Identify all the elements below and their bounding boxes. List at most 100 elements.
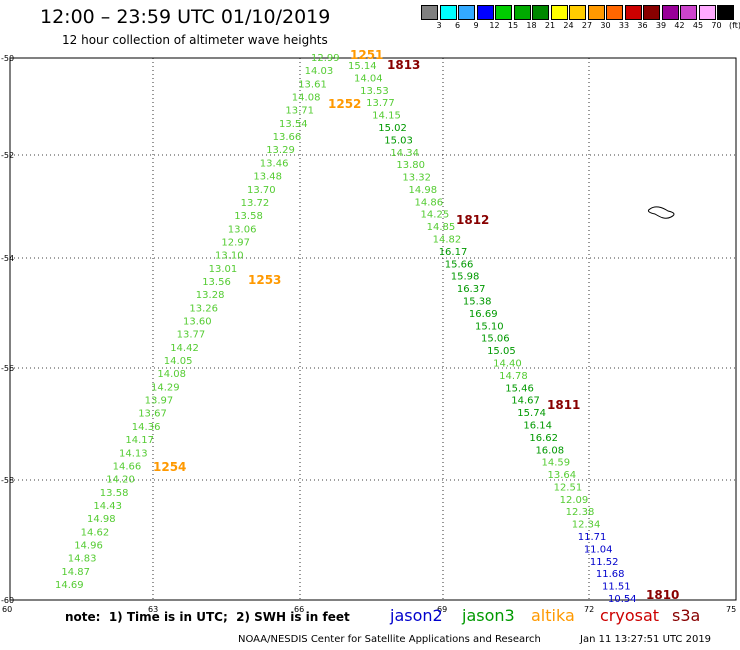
swh-value: 14.69 xyxy=(55,580,84,591)
swh-value: 14.83 xyxy=(68,554,97,565)
swh-value: 14.86 xyxy=(415,197,444,208)
swh-value: 15.38 xyxy=(463,297,492,308)
colorbar-label: 70 xyxy=(711,21,722,30)
time-label: 1254 xyxy=(153,460,186,474)
swh-value: 13.61 xyxy=(298,79,327,90)
swh-value: 13.56 xyxy=(202,277,231,288)
swh-value: 10.54 xyxy=(608,594,637,605)
swh-value: 13.58 xyxy=(100,488,129,499)
colorbar-label: 9 xyxy=(473,21,479,30)
swh-value: 14.67 xyxy=(511,396,540,407)
swh-value: 16.14 xyxy=(523,420,552,431)
swh-value: 13.32 xyxy=(402,173,431,184)
swh-value: 13.66 xyxy=(273,132,302,143)
swh-value: 14.25 xyxy=(421,210,450,221)
lon-label: 66 xyxy=(294,605,304,614)
lon-label: 63 xyxy=(148,605,158,614)
colorbar-swatch xyxy=(680,5,697,20)
credit-org: NOAA/NESDIS Center for Satellite Applica… xyxy=(238,634,541,645)
swh-value: 13.48 xyxy=(253,172,282,183)
map-title: 12:00 – 23:59 UTC 01/10/2019 xyxy=(40,6,331,28)
swh-value: 14.17 xyxy=(125,435,154,446)
legend-jason3: jason3 xyxy=(462,606,515,625)
swh-value: 13.70 xyxy=(247,185,276,196)
colorbar-swatch xyxy=(421,5,438,20)
colorbar-swatch xyxy=(661,5,679,20)
colorbar-swatch xyxy=(495,5,512,20)
colorbar-label: 27 xyxy=(581,21,593,30)
swh-value: 15.05 xyxy=(487,346,516,357)
swh-value: 11.71 xyxy=(578,532,607,543)
swh-value: 14.20 xyxy=(106,475,135,486)
colorbar-label: 21 xyxy=(544,21,556,30)
swh-value: 13.80 xyxy=(396,160,425,171)
swh-value: 13.77 xyxy=(366,98,395,109)
colorbar-swatch xyxy=(643,5,660,20)
legend-cryosat: cryosat xyxy=(600,606,660,625)
colorbar-swatch xyxy=(587,5,605,20)
colorbar-label: 24 xyxy=(563,21,574,30)
swh-value: 14.78 xyxy=(499,371,528,382)
swh-value: 14.96 xyxy=(74,540,103,551)
swh-value: 14.98 xyxy=(87,514,116,525)
swh-value: 13.28 xyxy=(196,290,225,301)
lat-label: -58 xyxy=(1,476,14,485)
colorbar-label: 3 xyxy=(436,21,442,30)
swh-value: 14.34 xyxy=(390,148,419,159)
colorbar-label: 6 xyxy=(454,21,461,30)
swh-value: 16.17 xyxy=(439,247,468,258)
time-label: 1812 xyxy=(456,213,489,227)
swh-value: 16.69 xyxy=(469,309,498,320)
lat-label: -56 xyxy=(1,364,14,373)
swh-value: 12.34 xyxy=(572,520,601,531)
swh-value: 14.66 xyxy=(113,461,142,472)
colorbar-swatch xyxy=(550,5,568,20)
colorbar-label: 36 xyxy=(637,21,648,30)
swh-value: 13.72 xyxy=(241,198,270,209)
lat-label: -60 xyxy=(1,596,14,605)
time-label: 1811 xyxy=(547,398,580,412)
time-label: 1252 xyxy=(328,97,361,111)
colorbar-swatch xyxy=(606,5,623,20)
map-subtitle: 12 hour collection of altimeter wave hei… xyxy=(62,33,328,47)
swh-value: 14.62 xyxy=(81,527,110,538)
swh-value: 13.26 xyxy=(189,303,218,314)
legend-jason2: jason2 xyxy=(390,606,443,625)
credit-timestamp: Jan 11 13:27:51 UTC 2019 xyxy=(580,634,712,645)
swh-value: 12.97 xyxy=(221,237,250,248)
wave-height-colorbar: 3 6 9 12 15 18 21 24 27 30 33 36 39 42 45 70 (ft) xyxy=(421,5,740,33)
lon-label: 72 xyxy=(584,605,594,614)
swh-value: 14.87 xyxy=(61,567,90,578)
swh-value: 13.67 xyxy=(138,409,167,420)
colorbar-swatch xyxy=(513,5,531,20)
swh-value: 16.37 xyxy=(457,284,486,295)
swh-value: 15.74 xyxy=(517,408,546,419)
colorbar-label: 18 xyxy=(526,21,537,30)
time-label: 1253 xyxy=(248,273,281,287)
swh-value: 15.10 xyxy=(475,321,504,332)
colorbar-swatch xyxy=(624,5,642,20)
colorbar-swatch xyxy=(698,5,716,20)
swh-value: 12.51 xyxy=(554,482,583,493)
swh-value: 14.59 xyxy=(541,458,570,469)
lon-label: 60 xyxy=(2,605,12,614)
swh-value: 14.98 xyxy=(408,185,437,196)
colorbar-label: 30 xyxy=(600,21,611,30)
swh-value: 13.71 xyxy=(285,106,314,117)
swh-value: 13.06 xyxy=(228,224,257,235)
colorbar-swatch xyxy=(717,5,734,20)
swh-value: 15.03 xyxy=(384,135,413,146)
swh-value: 13.64 xyxy=(548,470,577,481)
colorbar-label: 33 xyxy=(618,21,630,30)
colorbar-label: 45 xyxy=(692,21,704,30)
swh-value: 15.02 xyxy=(378,123,407,134)
swh-value: 13.60 xyxy=(183,317,212,328)
swh-value: 14.42 xyxy=(170,343,199,354)
colorbar-label: (ft) xyxy=(728,21,740,30)
colorbar-label: 42 xyxy=(674,21,685,30)
colorbar-swatch xyxy=(439,5,457,20)
swh-value: 15.46 xyxy=(505,383,534,394)
swh-value: 14.04 xyxy=(354,73,383,84)
swh-value: 12.09 xyxy=(560,495,589,506)
colorbar-label: 12 xyxy=(489,21,500,30)
